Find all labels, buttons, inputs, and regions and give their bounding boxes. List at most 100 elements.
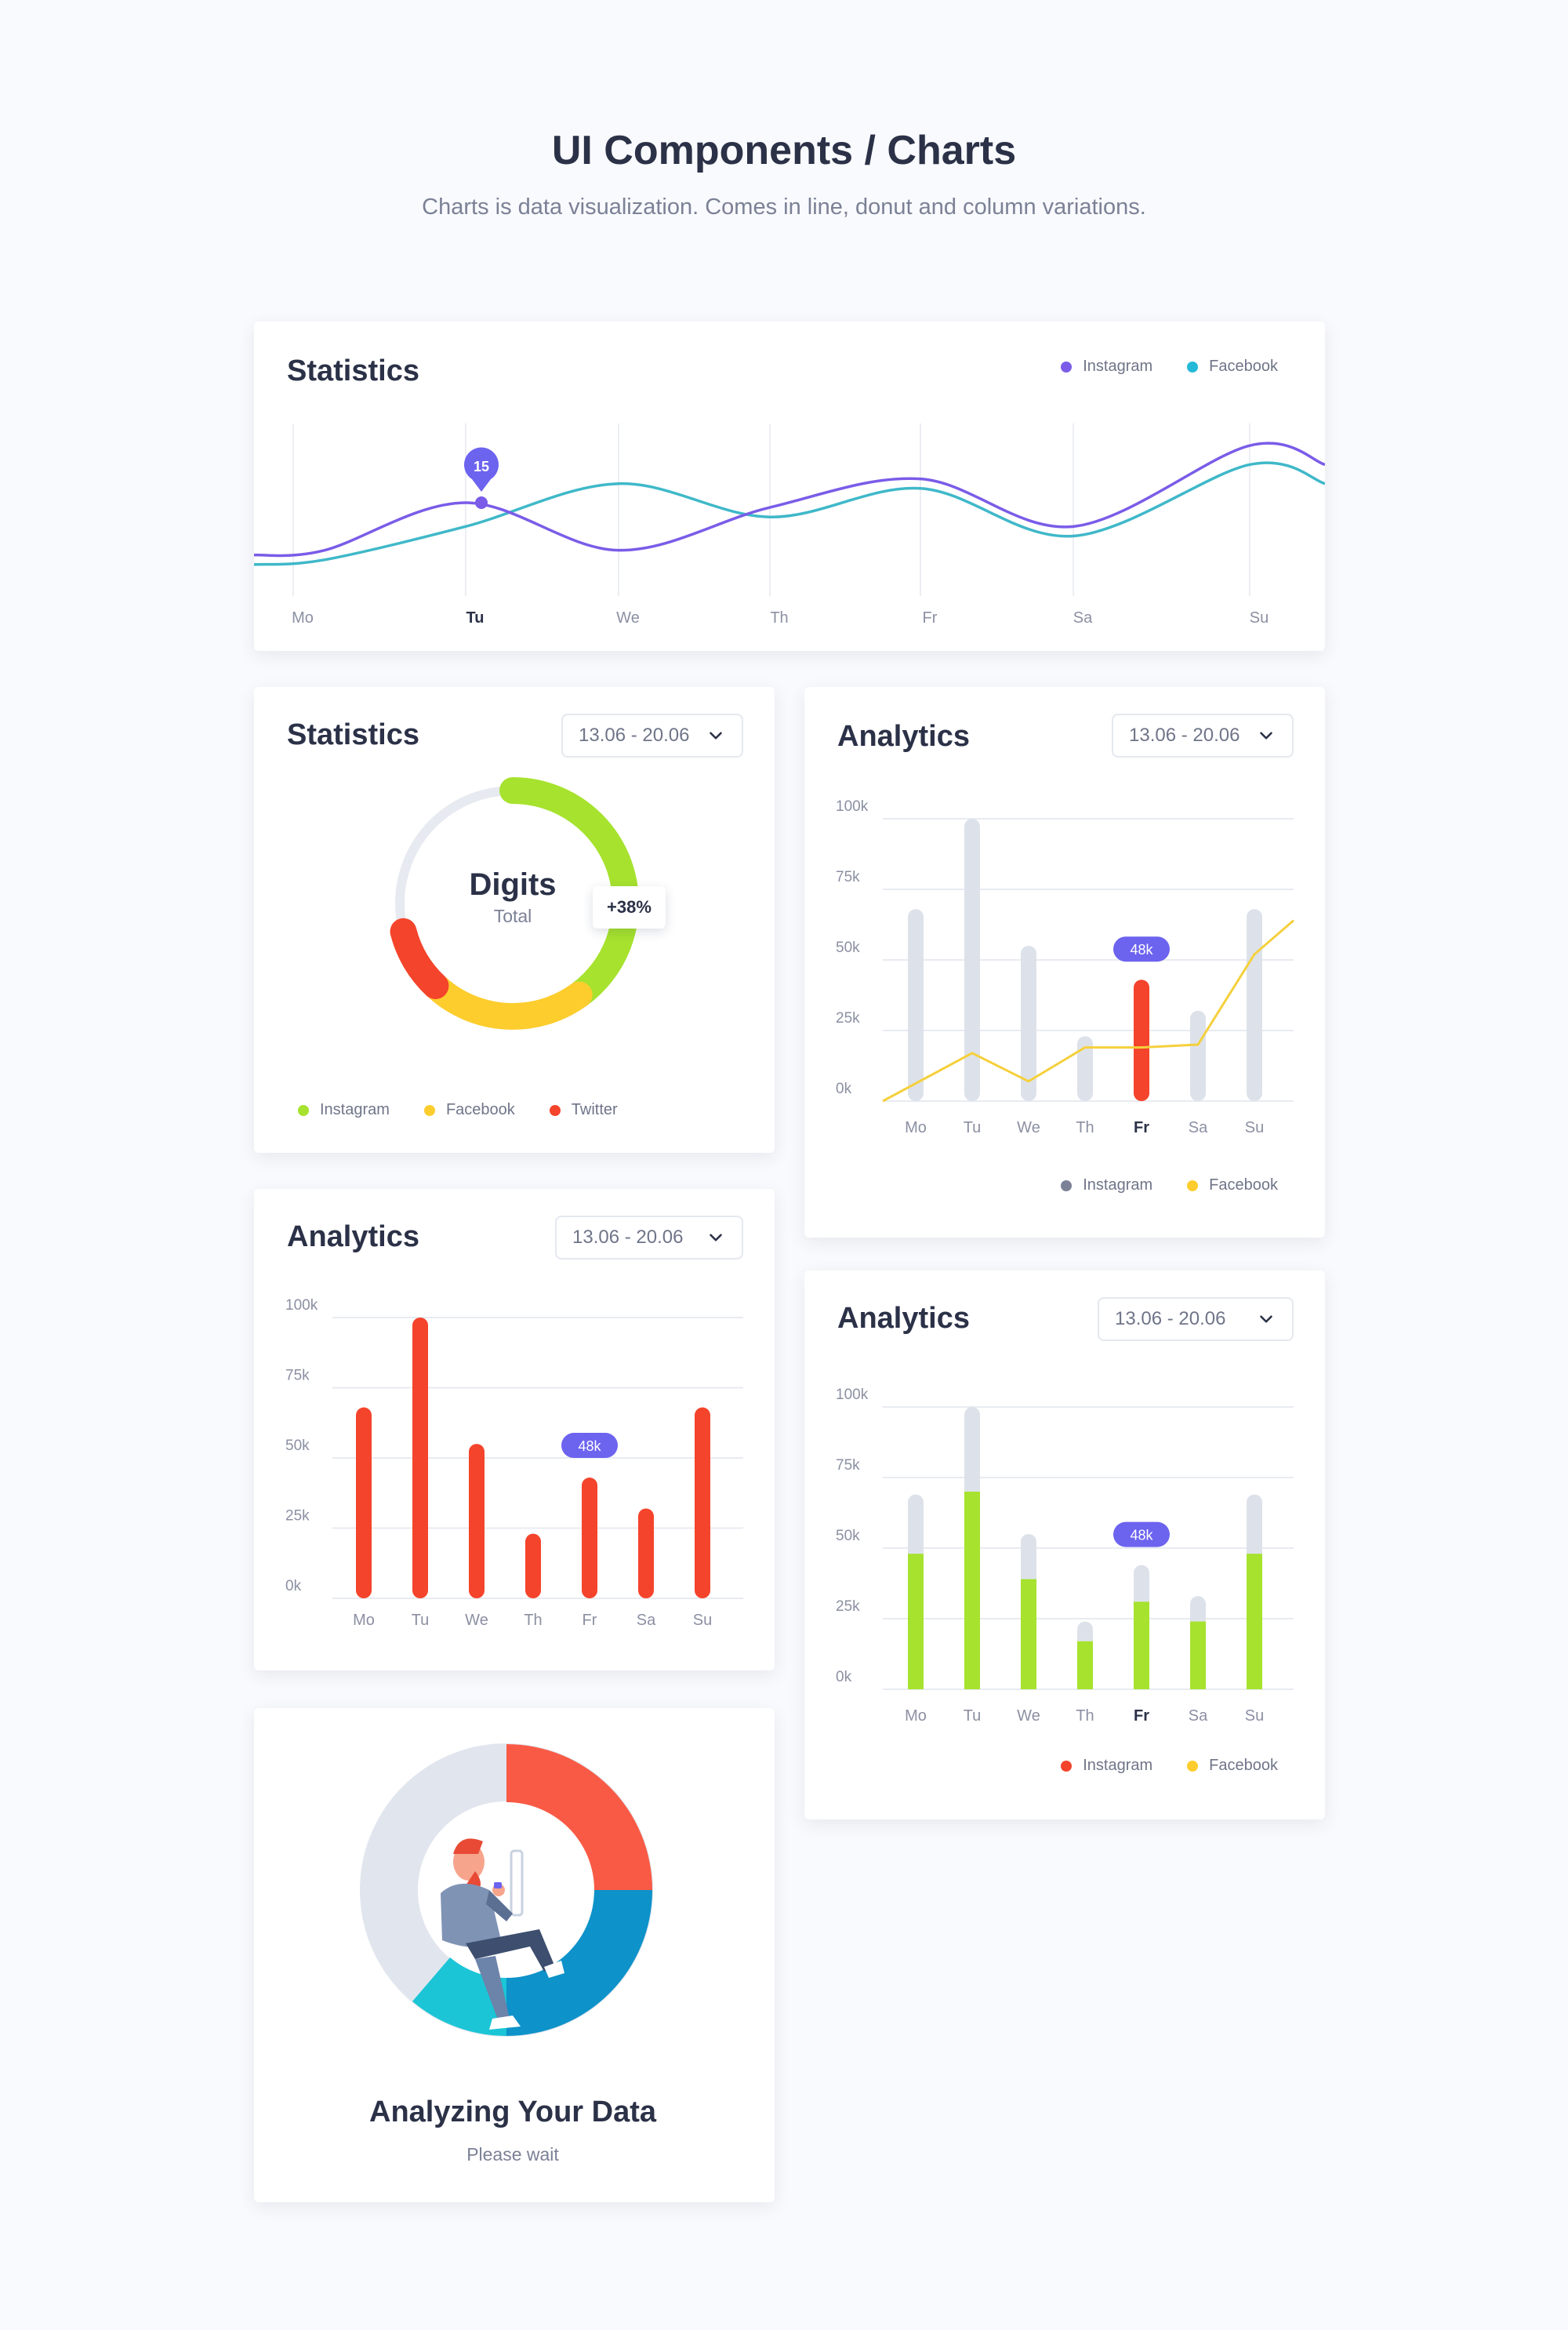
legend-item-facebook[interactable]: Facebook [1187,358,1278,376]
legend-label: Instagram [1083,1757,1153,1774]
legend-label: Instagram [1083,358,1153,375]
bar-segment [1134,1601,1149,1689]
marker-pin [464,447,499,492]
legend-label: Facebook [1209,358,1278,375]
value-badge [561,1433,618,1459]
gray-legend: Instagram Facebook [1061,1176,1278,1194]
x-tick-label: Sa [1189,1119,1208,1136]
donut-slice-twitter [390,918,449,999]
x-tick-label: Tu [412,1612,430,1629]
card-title: Statistics [287,354,419,387]
donut-slice-facebook [422,972,593,1030]
series-line-facebook [882,919,1294,1103]
bar [1247,909,1262,1101]
analytics-gray-card: Analytics 13.06 - 20.06 0k 25k 50k 75k 100k M… [804,687,1325,1238]
date-range-dropdown[interactable]: 13.06 - 20.06 [1098,1297,1294,1341]
y-tick-label: 0k [285,1578,302,1594]
value-badge [1113,936,1170,962]
bar-segment [1247,1554,1262,1689]
legend-item-twitter[interactable]: Twitter [549,1101,618,1119]
y-tick-label: 100k [836,798,869,815]
legend-dot [1061,1760,1073,1772]
bar-segment [908,1554,924,1689]
legend-item-instagram[interactable]: Instagram [1061,1757,1152,1775]
y-tick-label: 25k [836,1010,860,1027]
bar [525,1533,541,1598]
x-tick-label: We [1017,1119,1040,1136]
donut-slice-instagram [499,777,639,1009]
bar [964,819,980,1101]
y-tick-label: 0k [836,1669,852,1685]
x-tick-label: Sa [1189,1707,1208,1725]
legend-label: Twitter [571,1101,618,1118]
card-title: Statistics [287,718,419,751]
bar [1190,1010,1206,1101]
x-tick-label: Sa [637,1612,656,1629]
y-tick-label: 0k [836,1081,852,1097]
legend-item-facebook[interactable]: Facebook [423,1101,515,1119]
donut-legend: Instagram Facebook Twitter [298,1101,618,1119]
date-range-label: 13.06 - 20.06 [1115,1308,1226,1329]
date-range-label: 13.06 - 20.06 [1129,725,1240,746]
x-tick-label: Tu [466,609,485,627]
date-range-dropdown[interactable]: 13.06 - 20.06 [1112,714,1294,758]
date-range-label: 13.06 - 20.06 [572,1227,684,1248]
y-tick-label: 25k [836,1598,860,1615]
bar [1021,946,1036,1101]
x-tick-label: We [616,609,640,627]
legend-dot [549,1104,561,1116]
legend-item-instagram[interactable]: Instagram [1061,1176,1152,1194]
legend-item-facebook[interactable]: Facebook [1187,1176,1278,1194]
statistics-donut-card: Statistics 13.06 - 20.06 Digits Total +3… [254,687,775,1153]
date-range-dropdown[interactable]: 13.06 - 20.06 [561,714,743,758]
y-tick-label: 50k [285,1438,310,1454]
chevron-down-icon [1260,732,1272,740]
stacked-legend: Instagram Facebook [1061,1757,1278,1775]
legend-dot [1187,1180,1199,1191]
growth-badge: +38% [593,886,666,929]
x-tick-label: Fr [1134,1119,1149,1136]
x-tick-label: Su [1245,1707,1264,1725]
line-legend: Instagram Facebook [1061,358,1278,376]
y-tick-label: 25k [285,1508,310,1525]
bar-line-chart: 0k 25k 50k 75k 100k Mo Tu We Th Fr Sa Su 48k [836,798,1294,1136]
statistics-line-card: Statistics Instagram Facebook Mo Tu We Th Fr… [254,322,1325,651]
page-subtitle: Charts is data visualization. Comes in l… [422,194,1146,220]
data-point [475,496,488,509]
x-tick-label: Fr [1134,1707,1149,1725]
value-badge-label: 48k [1130,942,1153,958]
y-tick-label: 75k [836,869,860,885]
bar [1134,980,1149,1101]
bar-segment [1077,1641,1093,1689]
card-title: Analytics [837,1302,970,1335]
x-tick-label: Mo [353,1612,375,1629]
legend-item-instagram[interactable]: Instagram [1061,358,1152,376]
legend-dot [1061,361,1073,373]
legend-dot [298,1104,309,1116]
x-tick-label: Tu [964,1119,982,1136]
x-tick-label: Su [1250,609,1269,627]
x-tick-label: Su [1245,1119,1264,1136]
legend-item-instagram[interactable]: Instagram [298,1101,390,1119]
x-tick-label: We [465,1612,488,1629]
date-range-dropdown[interactable]: 13.06 - 20.06 [555,1216,743,1260]
analytics-red-card: Analytics 13.06 - 20.06 0k 25k 50k 75k 100k M… [254,1189,775,1670]
stacked-bar-chart: 0k 25k 50k 75k 100k Mo Tu We Th Fr Sa Su 48k [836,1387,1294,1725]
x-tick-label: Sa [1073,609,1093,627]
donut-center-sub: Total [493,906,532,926]
legend-item-facebook[interactable]: Facebook [1187,1757,1278,1775]
bar-segment [1021,1579,1036,1689]
bar [908,909,924,1101]
series-line-instagram [254,442,1325,558]
bar [1077,1036,1093,1101]
legend-label: Facebook [1209,1176,1278,1194]
chevron-down-icon [710,1234,722,1241]
x-tick-label: Fr [923,609,938,627]
bar [582,1478,597,1598]
bar-segment [1190,1621,1206,1689]
value-badge-label: 48k [1130,1528,1153,1543]
analytics-stacked-card: Analytics 13.06 - 20.06 0k 25k 50k 75k 100k M… [804,1270,1325,1819]
x-tick-label: Mo [905,1707,927,1725]
y-tick-label: 50k [836,940,860,956]
y-tick-label: 100k [285,1297,318,1314]
